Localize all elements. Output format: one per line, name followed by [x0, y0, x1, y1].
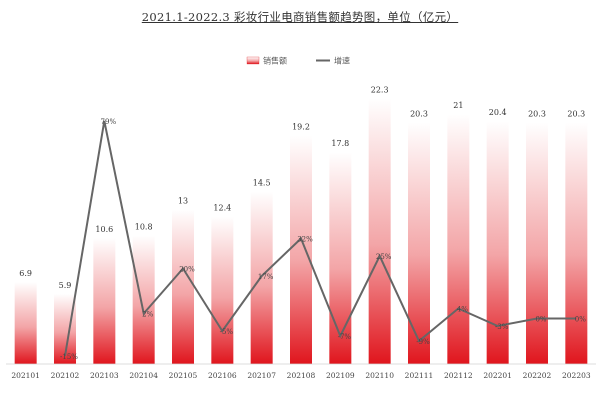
x-tick-label: 202111	[405, 371, 434, 380]
x-tick-label: 202202	[523, 371, 552, 380]
bar-value-label: 5.9	[59, 281, 72, 290]
x-tick-label: 202101	[11, 371, 40, 380]
bar-value-label: 20.3	[410, 109, 428, 118]
growth-value-label: 79%	[101, 118, 117, 126]
growth-line-series	[64, 120, 577, 357]
bar	[14, 281, 37, 364]
bar	[368, 98, 391, 364]
bar	[211, 216, 234, 364]
x-tick-label: 202105	[169, 371, 198, 380]
legend-label-sales: 销售额	[263, 56, 287, 66]
growth-value-label: 4%	[457, 306, 468, 314]
bar-series	[14, 98, 588, 365]
bar	[329, 152, 352, 364]
growth-value-label: -3%	[495, 323, 509, 331]
bar-value-label: 19.2	[292, 123, 310, 132]
growth-value-label: 0%	[575, 316, 586, 324]
x-tick-label: 202203	[562, 371, 591, 380]
bar-value-label: 20.3	[567, 109, 585, 118]
growth-value-label: 17%	[258, 273, 274, 281]
bar	[565, 122, 588, 365]
bar	[408, 122, 430, 365]
growth-value-label: -9%	[416, 338, 430, 346]
x-tick-label: 202112	[444, 371, 473, 380]
bar	[526, 122, 548, 365]
x-tick-label: 202104	[129, 371, 158, 380]
bar-value-label: 20.3	[528, 109, 546, 118]
chart-title: 2021.1-2022.3 彩妆行业电商销售额趋势图，单位（亿元）	[141, 10, 459, 24]
bar-value-label: 13	[178, 196, 188, 205]
bar-value-label: 20.4	[489, 108, 507, 117]
x-tick-label: 202109	[326, 371, 355, 380]
growth-value-label: 32%	[297, 236, 313, 244]
growth-value-label: -7%	[338, 333, 352, 341]
bar	[172, 209, 194, 364]
legend: 销售额 增速	[246, 56, 350, 66]
x-axis-ticks: 202101 202102 202103 202104 202105 202106 2021…	[11, 371, 591, 380]
bar-value-label: 21	[453, 101, 463, 110]
x-tick-label: 202103	[90, 371, 119, 380]
legend-label-growth: 增速	[334, 56, 350, 66]
bar-value-label: 10.6	[95, 225, 113, 234]
growth-value-label: 20%	[179, 266, 195, 274]
growth-value-label: 2%	[142, 311, 153, 319]
bar-value-labels: 6.9 5.9 10.6 10.8 13 12.4 14.5 19.2 17.8 22.3 20.3…	[19, 86, 585, 290]
bar	[290, 135, 312, 364]
x-tick-label: 202107	[247, 371, 276, 380]
x-tick-label: 202102	[51, 371, 80, 380]
growth-value-label: -15%	[60, 353, 78, 361]
bar-value-label: 14.5	[253, 178, 271, 187]
x-tick-label: 202108	[287, 371, 316, 380]
growth-value-label: 25%	[376, 253, 392, 261]
growth-value-label: -5%	[220, 328, 234, 336]
x-tick-label: 202201	[483, 371, 512, 380]
bar	[132, 235, 155, 364]
bar-value-label: 22.3	[371, 86, 389, 95]
bar-value-label: 6.9	[19, 269, 32, 278]
x-tick-label: 202110	[365, 371, 394, 380]
bar-value-label: 12.4	[213, 203, 231, 212]
growth-value-label: 0%	[535, 316, 546, 324]
bar	[93, 237, 116, 364]
bar	[486, 121, 509, 365]
bar-value-label: 10.8	[135, 222, 153, 231]
bar-value-label: 17.8	[331, 139, 349, 148]
x-tick-label: 202106	[208, 371, 237, 380]
growth-line	[64, 120, 577, 357]
bar	[447, 114, 470, 364]
legend-swatch-sales	[246, 56, 260, 65]
growth-value-labels: -15% 79% 2% 20% -5% 17% 32% -7% 25% -9% 4% -3% 0% 0%	[60, 118, 586, 361]
bar	[54, 293, 76, 364]
